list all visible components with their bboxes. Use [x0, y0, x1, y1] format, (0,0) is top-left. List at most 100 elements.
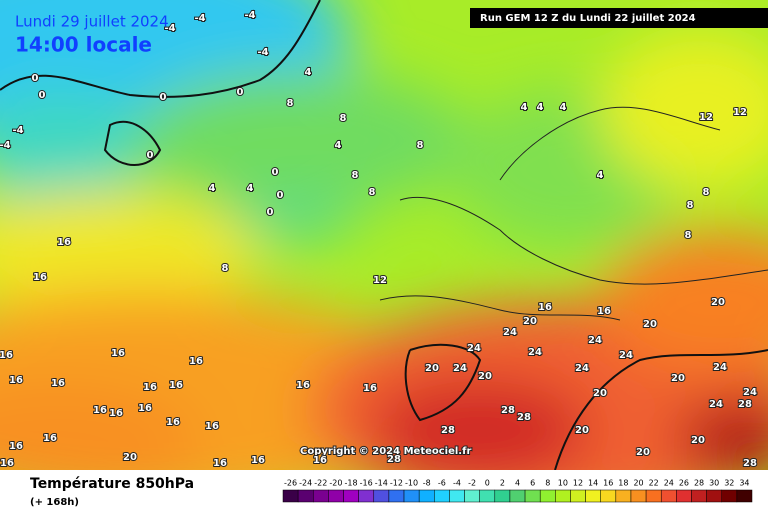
legend-swatch — [313, 489, 329, 503]
contour-label: 16 — [138, 403, 152, 414]
contour-label: 28 — [387, 454, 401, 465]
legend-swatch — [388, 489, 405, 503]
contour-label: 4 — [209, 183, 216, 194]
contour-label: 16 — [363, 383, 377, 394]
borders — [379, 106, 768, 321]
legend-swatch — [464, 489, 480, 503]
contour-label: 8 — [685, 230, 692, 241]
legend-tick-label: -22 — [314, 479, 327, 488]
contour-label: 16 — [189, 356, 203, 367]
run-box — [470, 8, 768, 28]
legend-swatch — [570, 489, 586, 503]
contour-label: 16 — [205, 421, 219, 432]
contour-label: 28 — [501, 405, 515, 416]
legend-tick-label: 22 — [649, 479, 659, 488]
contour-label: 8 — [369, 187, 376, 198]
legend-tick-label: 8 — [545, 479, 550, 488]
contour-label: 12 — [733, 107, 747, 118]
contour-label: 4 — [247, 183, 254, 194]
date-label: Lundi 29 juillet 2024 — [15, 13, 169, 31]
legend-swatch — [676, 489, 692, 503]
footer-subtitle: (+ 168h) — [30, 497, 79, 508]
legend-tick-label: 26 — [679, 479, 689, 488]
contour-label: 0 — [267, 207, 274, 218]
contour-label: 28 — [441, 425, 455, 436]
footer-title: Température 850hPa — [30, 476, 194, 492]
legend-swatch — [358, 489, 375, 503]
time-label: 14:00 locale — [15, 33, 152, 57]
legend-swatch — [660, 489, 677, 503]
contour-label: 16 — [213, 458, 227, 469]
contour-label: 16 — [313, 455, 327, 466]
contour-label: 20 — [478, 371, 492, 382]
contour-label: 16 — [93, 405, 107, 416]
legend-tick-label: 4 — [515, 479, 520, 488]
contour-label: -4 — [257, 47, 268, 58]
legend-swatch — [418, 489, 435, 503]
run-label: Run GEM 12 Z du Lundi 22 juillet 2024 — [480, 13, 696, 24]
legend-swatch — [343, 489, 359, 503]
legend-swatch — [645, 489, 662, 503]
coastlines — [0, 0, 768, 470]
contour-label: 20 — [523, 316, 537, 327]
contour-label: 28 — [738, 399, 752, 410]
contour-label: -4 — [164, 23, 175, 34]
legend-tick-label: -18 — [345, 479, 358, 488]
contour-label: 24 — [453, 363, 467, 374]
contour-label: 8 — [222, 263, 229, 274]
contour-label: 16 — [9, 375, 23, 386]
contour-label: -4 — [12, 125, 23, 136]
contour-label: 24 — [588, 335, 602, 346]
legend-tick-label: 20 — [633, 479, 643, 488]
contour-label: 24 — [619, 350, 633, 361]
contour-label: 16 — [597, 306, 611, 317]
contour-label: 20 — [671, 373, 685, 384]
contour-label: 8 — [340, 113, 347, 124]
legend-tick-label: 10 — [558, 479, 568, 488]
legend-swatch — [479, 489, 496, 503]
legend-swatch — [509, 489, 526, 503]
contour-label: 16 — [57, 237, 71, 248]
legend-tick-label: 14 — [588, 479, 598, 488]
contour-label: 24 — [743, 387, 757, 398]
contour-label: 4 — [305, 67, 312, 78]
legend-swatch — [494, 489, 511, 503]
contour-label: 0 — [32, 73, 39, 84]
legend-tick-label: 28 — [694, 479, 704, 488]
contour-label: 0 — [39, 90, 46, 101]
contour-label: 20 — [711, 297, 725, 308]
legend-tick-label: 16 — [603, 479, 613, 488]
legend-tick-label: -12 — [390, 479, 403, 488]
legend-swatch — [615, 489, 632, 503]
contour-label: 0 — [160, 92, 167, 103]
legend-swatch — [403, 489, 420, 503]
contour-label: 4 — [597, 170, 604, 181]
contour-label: 28 — [743, 458, 757, 469]
contour-label: 16 — [251, 455, 265, 466]
contour-label: 24 — [713, 362, 727, 373]
legend-swatch — [630, 489, 647, 503]
contour-label: 24 — [503, 327, 517, 338]
contour-label: 16 — [43, 433, 57, 444]
contour-label: 16 — [9, 441, 23, 452]
legend-tick-label: 0 — [485, 479, 490, 488]
contour-label: 20 — [425, 363, 439, 374]
legend-tick-label: 18 — [618, 479, 628, 488]
contour-label: 12 — [699, 112, 713, 123]
legend-tick-label: 24 — [664, 479, 674, 488]
legend-swatch — [706, 489, 722, 503]
contour-label: 28 — [517, 412, 531, 423]
contour-label: 20 — [593, 388, 607, 399]
legend-swatch — [585, 489, 601, 503]
contour-label: 20 — [691, 435, 705, 446]
legend-tick-label: -14 — [375, 479, 388, 488]
legend-tick-label: 32 — [724, 479, 734, 488]
legend-tick-label: -10 — [405, 479, 418, 488]
legend-swatch — [373, 489, 390, 503]
contour-label: 24 — [467, 343, 481, 354]
contour-label: 16 — [538, 302, 552, 313]
contour-label: 16 — [33, 272, 47, 283]
legend-tick-label: 12 — [573, 479, 583, 488]
